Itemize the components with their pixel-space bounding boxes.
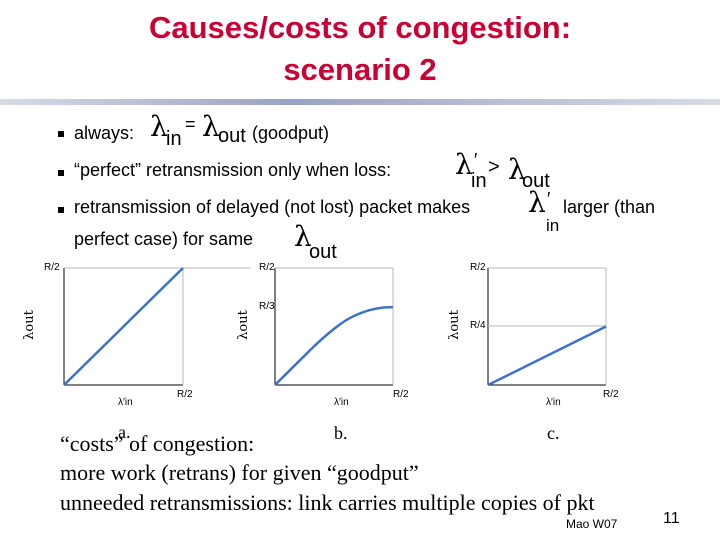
plot-a-y-tick: R/2: [44, 262, 60, 273]
plot-c-curve-label: R/4: [470, 320, 486, 331]
costs-line-retrans: more work (retrans) for given “goodput”: [60, 460, 419, 485]
slide-title: Causes/costs of congestion:: [148, 10, 572, 45]
footer-author: Mao W07: [566, 517, 618, 531]
lambda-symbol: λ: [202, 110, 220, 143]
greater-than-sign: >: [488, 156, 500, 178]
lambda-symbol: λ: [455, 148, 473, 181]
bullet-always-text: always:: [74, 123, 135, 143]
bullet-marker: [58, 170, 64, 176]
prime-mark: ′: [474, 150, 478, 170]
lambda-in-subscript: in: [471, 170, 487, 192]
lambda-symbol: λ: [150, 110, 168, 143]
plot-b-series-curve: [274, 305, 394, 386]
plot-b-caption: b.: [334, 423, 348, 443]
costs-line-copies: unneeded retransmissions: link carries m…: [60, 490, 595, 515]
bullet-marker: [58, 131, 64, 137]
plot-c-y-label: λout: [447, 309, 462, 339]
plot-c-series-line: [487, 325, 607, 387]
prime-mark: ′: [547, 189, 551, 209]
slide-subtitle: scenario 2: [283, 52, 437, 87]
equals-sign: =: [185, 114, 196, 134]
lambda-in-subscript: in: [546, 216, 560, 235]
page-number: 11: [663, 510, 680, 527]
plot-b-x-tick: R/2: [393, 389, 409, 400]
plot-b-curve-label: R/3: [259, 301, 275, 312]
title-divider: [0, 99, 720, 105]
plot-a-caption: a.: [118, 422, 131, 442]
bullet-retransmission-text: retransmission of delayed (not lost) pac…: [74, 197, 471, 217]
bullet-perfect-text: “perfect” retransmission only when loss:: [74, 160, 392, 180]
plot-c-x-tick: R/2: [603, 389, 619, 400]
lambda-out-subscript: out: [309, 241, 337, 263]
larger-than-text: larger (than: [563, 197, 656, 217]
costs-heading: “costs” of congestion:: [60, 431, 255, 456]
lambda-symbol: λ: [528, 186, 546, 219]
plot-c-x-label: λ′in: [546, 397, 561, 408]
plot-a-x-label: λ′in: [118, 397, 133, 408]
plot-b-y-label: λout: [236, 309, 251, 339]
lambda-out-subscript: out: [522, 170, 550, 192]
bullet-marker: [58, 207, 64, 213]
perfect-case-text: perfect case) for same: [74, 229, 254, 249]
plot-a-y-label: λout: [22, 309, 37, 339]
plot-b-y-tick: R/2: [259, 262, 275, 273]
lambda-out-subscript: out: [218, 125, 246, 147]
plot-c-caption: c.: [547, 423, 560, 443]
plot-a-x-tick: R/2: [177, 389, 193, 400]
lambda-symbol: λ: [294, 220, 312, 253]
plot-a-series-line: [63, 267, 184, 386]
lambda-symbol: λ: [508, 153, 526, 186]
plot-b-x-label: λ′in: [334, 397, 349, 408]
goodput-text: (goodput): [252, 123, 330, 143]
lambda-in-subscript: in: [166, 128, 182, 150]
plot-c-y-tick: R/2: [470, 262, 486, 273]
